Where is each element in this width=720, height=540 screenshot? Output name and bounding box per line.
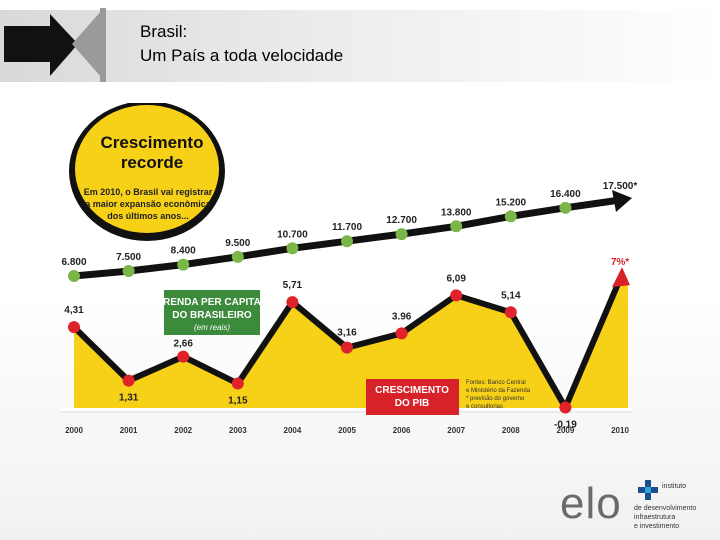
income-point-2007 (450, 220, 463, 233)
gdp-label-2009: -0,19 (554, 419, 577, 430)
gdp-label-2000: 4,31 (64, 305, 84, 316)
gdp-label-2007: 6,09 (446, 273, 466, 284)
gdp-point-2008 (504, 306, 517, 319)
income-point-2005 (341, 235, 353, 248)
baseline-strip (60, 408, 632, 413)
gdp-label-2005: 3,16 (337, 328, 357, 339)
x-tick-label-2004: 2004 (284, 426, 302, 435)
income-point-2003 (231, 250, 244, 263)
gdp-arrowhead (612, 267, 630, 288)
slide-title: Brasil: Um País a toda velocidade (140, 20, 343, 68)
source-note-1: Fontes: Banco Central (466, 380, 526, 386)
chart-svg: 2000 2001 2002 2003 2004 2005 2006 2007 2008 2009… (60, 103, 638, 435)
income-point-2001 (122, 265, 135, 278)
brand-tagline-3: infraestrutura (634, 514, 676, 521)
badge-inner (75, 105, 219, 233)
income-series-label: RENDA PER CAPITA DO BRASILEIRO (em reais) (158, 287, 261, 335)
x-tick-label-2007: 2007 (447, 426, 465, 435)
cross-icon (638, 480, 658, 500)
gdp-point-2002 (177, 350, 190, 363)
income-point-2008 (504, 210, 517, 223)
gdp-point-2001 (122, 374, 135, 387)
income-label-line-2: DO BRASILEIRO (172, 310, 252, 321)
source-note-4: e consultorias (466, 404, 503, 410)
arrow-logo-icon (4, 8, 106, 82)
slide-title-line-2: Um País a toda velocidade (140, 46, 344, 65)
gdp-label-2004: 5,71 (283, 280, 303, 291)
income-label-2003: 9.500 (225, 238, 250, 249)
x-tick-label-2003: 2003 (229, 426, 247, 435)
gdp-label-line-1: CRESCIMENTO (375, 385, 449, 396)
gdp-point-2003 (231, 377, 244, 390)
gdp-point-2000 (68, 321, 80, 334)
gdp-label-2008: 5,14 (501, 290, 521, 301)
x-tick-label-2000: 2000 (65, 426, 83, 435)
x-tick-label-2001: 2001 (120, 426, 138, 435)
brand-name: elo (560, 479, 622, 528)
income-label-2005: 11.700 (332, 222, 362, 233)
x-tick-label-2002: 2002 (174, 426, 192, 435)
income-label-edge (158, 287, 164, 335)
gdp-label-2006: 3.96 (392, 311, 412, 322)
income-point-2009 (559, 201, 572, 214)
income-label-2007: 13.800 (441, 207, 472, 218)
gdp-point-2004 (286, 296, 299, 309)
slide-title-line-1: Brasil: (140, 22, 188, 41)
income-point-2000 (68, 270, 80, 282)
source-note-3: * previsão do governo (466, 396, 525, 402)
gdp-label-2003: 1,15 (228, 396, 248, 407)
gdp-label-2002: 2,66 (173, 339, 193, 350)
income-point-2004 (286, 242, 299, 255)
gdp-point-2006 (395, 327, 408, 340)
gdp-point-2009 (559, 401, 572, 414)
gdp-label-box (366, 379, 459, 415)
gdp-series-label: CRESCIMENTO DO PIB (366, 379, 459, 415)
gdp-label-line-2: DO PIB (395, 398, 429, 409)
gdp-point-2007 (450, 289, 463, 302)
gdp-label-2010: 7%* (611, 257, 629, 268)
badge-title-1: Crescimento (101, 133, 204, 152)
income-point-2002 (177, 258, 190, 271)
income-point-2006 (395, 228, 408, 241)
income-label-line-1: RENDA PER CAPITA (163, 297, 261, 308)
x-tick-label-2006: 2006 (393, 426, 411, 435)
income-label-2008: 15.200 (496, 197, 527, 208)
badge-text-2: a maior expansão econômica (85, 199, 212, 209)
income-label-2001: 7.500 (116, 252, 141, 263)
brand-tagline-1: instituto (662, 483, 687, 490)
badge-title-2: recorde (121, 153, 183, 172)
income-label-2004: 10.700 (277, 229, 308, 240)
x-tick-label-2010: 2010 (611, 426, 629, 435)
income-arrowhead (612, 190, 632, 212)
income-label-unit: (em reais) (194, 323, 230, 332)
income-label-2002: 8.400 (171, 246, 196, 257)
title-bar (0, 10, 720, 82)
brand-tagline-2: de desenvolvimento (634, 505, 697, 512)
x-tick-label-2005: 2005 (338, 426, 356, 435)
badge-text-3: dos últimos anos... (107, 211, 189, 221)
income-label-2010: 17.500* (603, 181, 638, 192)
income-label-2006: 12.700 (386, 215, 417, 226)
income-label-2000: 6.800 (61, 257, 86, 268)
brand-logo: elo instituto de desenvolvimento infraes… (558, 478, 718, 534)
chart: 2000 2001 2002 2003 2004 2005 2006 2007 2008 2009… (60, 103, 640, 438)
badge-text-1: Em 2010, o Brasil vai registrar (84, 187, 213, 197)
x-tick-label-2008: 2008 (502, 426, 520, 435)
source-note-2: e Ministério da Fazenda (466, 388, 531, 394)
x-tick-label-2009: 2009 (557, 426, 575, 435)
gdp-label-2001: 1,31 (119, 393, 139, 404)
income-label-2009: 16.400 (550, 189, 581, 200)
income-label-box (164, 290, 260, 335)
gdp-point-2005 (341, 341, 353, 354)
gdp-area (74, 279, 628, 408)
brand-tagline-4: e investimento (634, 523, 680, 530)
